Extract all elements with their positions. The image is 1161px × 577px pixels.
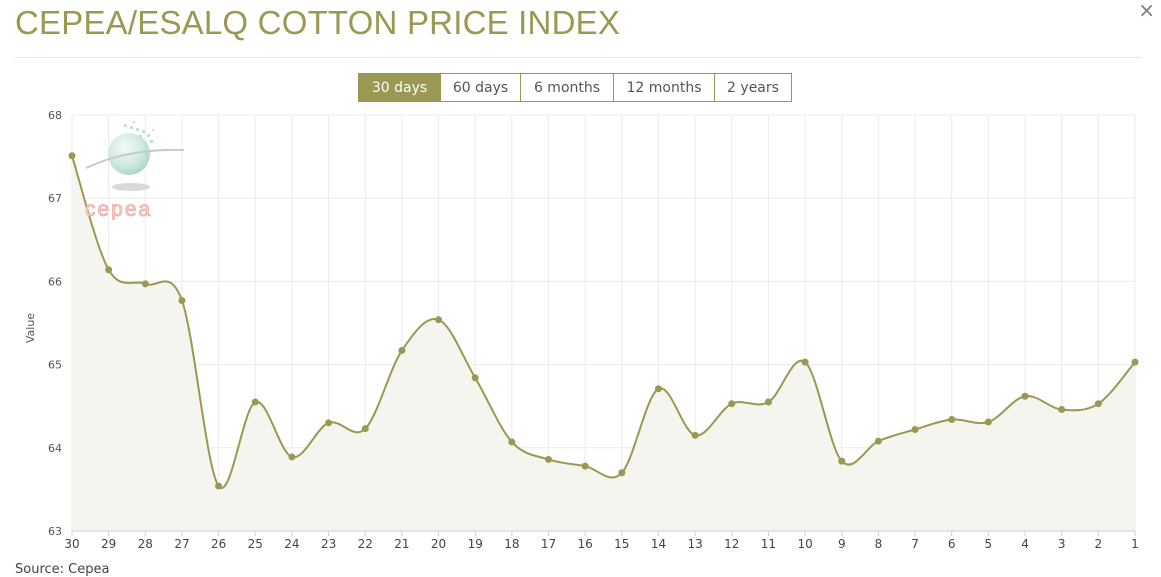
data-point[interactable] bbox=[1094, 400, 1102, 408]
data-point[interactable] bbox=[874, 437, 882, 445]
tab-2-years[interactable]: 2 years bbox=[714, 74, 791, 101]
x-tick-label: 23 bbox=[321, 537, 336, 551]
data-point[interactable] bbox=[984, 418, 992, 426]
cepea-logo: cepea bbox=[85, 121, 185, 220]
x-tick-label: 17 bbox=[541, 537, 556, 551]
tab-30-days[interactable]: 30 days bbox=[359, 74, 440, 101]
x-tick-label: 15 bbox=[614, 537, 629, 551]
data-point[interactable] bbox=[288, 453, 296, 461]
range-tabs: 30 days 60 days 6 months 12 months 2 yea… bbox=[358, 73, 792, 102]
x-tick-label: 2 bbox=[1095, 537, 1103, 551]
x-tick-label: 24 bbox=[284, 537, 299, 551]
data-point[interactable] bbox=[948, 416, 956, 424]
x-tick-label: 26 bbox=[211, 537, 226, 551]
data-point[interactable] bbox=[618, 469, 626, 477]
x-tick-label: 9 bbox=[838, 537, 846, 551]
data-point[interactable] bbox=[911, 425, 919, 433]
y-tick-label: 64 bbox=[48, 442, 62, 455]
y-tick-label: 67 bbox=[48, 192, 62, 205]
x-tick-label: 22 bbox=[358, 537, 373, 551]
x-tick-label: 13 bbox=[687, 537, 702, 551]
data-point[interactable] bbox=[581, 462, 589, 470]
tab-6-months[interactable]: 6 months bbox=[520, 74, 613, 101]
x-tick-label: 1 bbox=[1131, 537, 1139, 551]
x-tick-label: 8 bbox=[875, 537, 883, 551]
x-tick-label: 30 bbox=[64, 537, 79, 551]
x-tick-label: 11 bbox=[761, 537, 776, 551]
data-point[interactable] bbox=[105, 266, 113, 274]
data-point[interactable] bbox=[764, 398, 772, 406]
x-tick-label: 18 bbox=[504, 537, 519, 551]
x-tick-label: 5 bbox=[985, 537, 993, 551]
x-tick-label: 10 bbox=[797, 537, 812, 551]
x-tick-label: 28 bbox=[138, 537, 153, 551]
data-point[interactable] bbox=[361, 425, 369, 433]
data-point[interactable] bbox=[728, 400, 736, 408]
data-point[interactable] bbox=[801, 358, 809, 366]
tab-60-days[interactable]: 60 days bbox=[440, 74, 520, 101]
data-point[interactable] bbox=[545, 455, 553, 463]
data-point[interactable] bbox=[251, 398, 259, 406]
logo-text: cepea bbox=[85, 198, 152, 220]
data-point[interactable] bbox=[1131, 358, 1139, 366]
x-tick-label: 19 bbox=[468, 537, 483, 551]
title-divider bbox=[15, 57, 1142, 58]
y-tick-label: 66 bbox=[48, 275, 62, 288]
data-point[interactable] bbox=[141, 280, 149, 288]
data-point[interactable] bbox=[654, 385, 662, 393]
data-point[interactable] bbox=[1021, 392, 1029, 400]
x-tick-label: 25 bbox=[248, 537, 263, 551]
source-note: Source: Cepea bbox=[15, 562, 110, 577]
data-point[interactable] bbox=[398, 346, 406, 354]
x-tick-label: 3 bbox=[1058, 537, 1066, 551]
y-tick-label: 63 bbox=[48, 525, 62, 538]
close-icon[interactable]: × bbox=[1138, 0, 1155, 22]
x-tick-label: 14 bbox=[651, 537, 666, 551]
x-tick-label: 16 bbox=[578, 537, 593, 551]
page-title: CEPEA/ESALQ COTTON PRICE INDEX bbox=[15, 4, 621, 41]
data-point[interactable] bbox=[691, 431, 699, 439]
x-tick-label: 20 bbox=[431, 537, 446, 551]
data-point[interactable] bbox=[178, 297, 186, 305]
x-tick-label: 6 bbox=[948, 537, 956, 551]
x-tick-label: 12 bbox=[724, 537, 739, 551]
data-point[interactable] bbox=[435, 316, 443, 324]
y-tick-label: 65 bbox=[48, 359, 62, 372]
data-point[interactable] bbox=[68, 152, 76, 160]
y-tick-label: 68 bbox=[48, 109, 62, 122]
data-point[interactable] bbox=[215, 482, 223, 490]
y-axis-title: Value bbox=[24, 313, 37, 343]
data-point[interactable] bbox=[325, 419, 333, 427]
x-tick-label: 29 bbox=[101, 537, 116, 551]
x-tick-label: 4 bbox=[1021, 537, 1029, 551]
x-tick-label: 21 bbox=[394, 537, 409, 551]
area-fill bbox=[72, 155, 1135, 531]
data-point[interactable] bbox=[838, 457, 846, 465]
data-point[interactable] bbox=[508, 438, 516, 446]
x-tick-label: 27 bbox=[174, 537, 189, 551]
data-point[interactable] bbox=[471, 374, 479, 382]
data-point[interactable] bbox=[1058, 406, 1066, 414]
x-tick-label: 7 bbox=[911, 537, 919, 551]
tab-12-months[interactable]: 12 months bbox=[613, 74, 714, 101]
